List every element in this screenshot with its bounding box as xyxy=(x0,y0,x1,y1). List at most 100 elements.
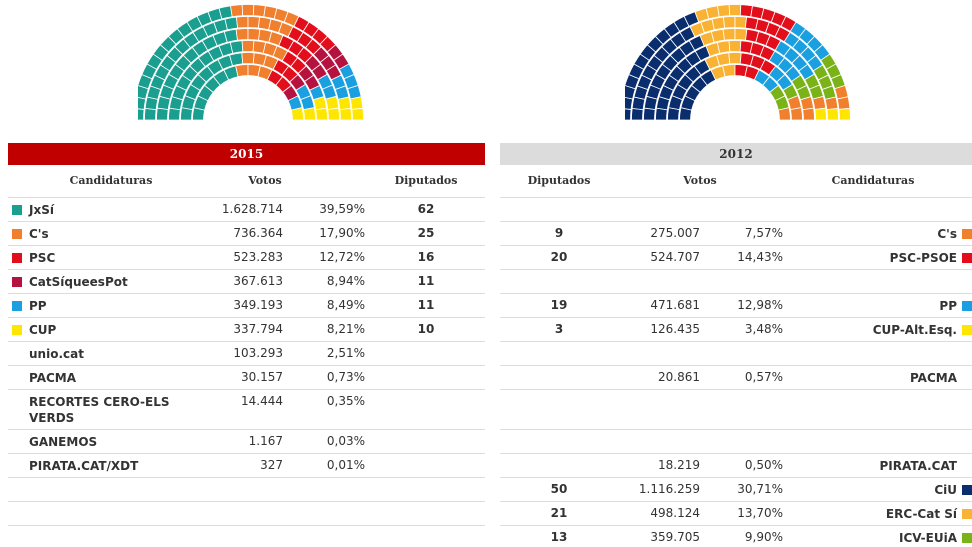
seats: 50 xyxy=(550,482,568,496)
seat xyxy=(631,107,644,121)
party-name: CiU xyxy=(934,483,957,497)
party-name: JxSí xyxy=(29,203,54,217)
table-row: 18.219 0,50% PIRATA.CAT xyxy=(500,454,972,478)
seat xyxy=(315,107,328,121)
table-row: 19 471.681 12,98% PP xyxy=(500,294,972,318)
table-row: PACMA 30.157 0,73% xyxy=(8,366,485,390)
seats: 10 xyxy=(417,322,435,336)
column-label: Diputados xyxy=(527,174,591,187)
votes: 523.283 xyxy=(233,250,283,264)
table-row: RECORTES CERO-ELS VERDS 14.444 0,35% xyxy=(8,390,485,430)
party-color xyxy=(962,325,972,335)
table-row xyxy=(500,270,972,294)
table-row: 21 498.124 13,70% ERC-Cat Sí xyxy=(500,502,972,526)
party-name: C's xyxy=(29,227,49,241)
table-row: 20 524.707 14,43% PSC-PSOE xyxy=(500,246,972,270)
percent: 8,49% xyxy=(326,298,365,312)
percent: 13,70% xyxy=(737,506,783,520)
votes: 367.613 xyxy=(233,274,283,288)
seat xyxy=(790,107,803,121)
votes: 524.707 xyxy=(650,250,700,264)
party-name: ERC-Cat Sí xyxy=(885,507,957,521)
table-row: 20.861 0,57% PACMA xyxy=(500,366,972,390)
seat xyxy=(230,4,244,18)
percent: 8,94% xyxy=(326,274,365,288)
seats: 3 xyxy=(554,322,564,336)
percent: 9,90% xyxy=(744,530,783,544)
seats: 11 xyxy=(417,274,435,288)
seat xyxy=(705,5,720,20)
table-row xyxy=(500,390,972,430)
seat xyxy=(351,107,364,121)
seat xyxy=(138,108,145,121)
party-name: unio.cat xyxy=(29,347,84,361)
seat xyxy=(625,96,634,110)
seat xyxy=(223,28,238,43)
column-header: Candidaturas Votos Diputados xyxy=(8,165,485,198)
percent: 0,73% xyxy=(326,370,365,384)
seat xyxy=(734,28,748,41)
percent: 7,57% xyxy=(744,226,783,240)
percent: 0,01% xyxy=(326,458,365,472)
party-name: ICV-EUiA xyxy=(898,531,957,545)
votes: 30.157 xyxy=(241,370,283,384)
seat xyxy=(722,16,736,29)
seat xyxy=(241,52,255,65)
votes: 471.681 xyxy=(650,298,700,312)
percent: 12,98% xyxy=(737,298,783,312)
percent: 0,57% xyxy=(744,370,783,384)
seat xyxy=(325,95,340,110)
seat xyxy=(138,85,149,100)
percent: 12,72% xyxy=(319,250,365,264)
seat xyxy=(625,108,632,121)
votes: 1.167 xyxy=(248,434,283,448)
seats: 11 xyxy=(417,298,435,312)
seat xyxy=(710,28,725,43)
seat xyxy=(739,4,753,18)
seat xyxy=(716,40,731,54)
column-label: Votos xyxy=(248,174,282,187)
seats: 21 xyxy=(550,506,568,520)
seat xyxy=(625,85,636,100)
seat xyxy=(814,107,827,121)
party-name: PSC-PSOE xyxy=(889,251,957,265)
column-header: Diputados Votos Candidaturas xyxy=(500,165,972,198)
column-label: Votos xyxy=(683,174,717,187)
seats: 9 xyxy=(554,226,564,240)
table-row: C's 736.364 17,90% 25 xyxy=(8,222,485,246)
year-header: 2012 xyxy=(500,143,972,165)
table-row xyxy=(500,430,972,454)
seat xyxy=(734,16,748,29)
seats: 25 xyxy=(417,226,435,240)
seat xyxy=(711,16,726,31)
table-row: 50 1.116.259 30,71% CiU xyxy=(500,478,972,502)
votes: 18.219 xyxy=(658,458,700,472)
year-header: 2015 xyxy=(8,143,485,165)
column-label: Candidaturas xyxy=(831,174,915,187)
seat xyxy=(826,107,839,121)
votes: 1.628.714 xyxy=(221,202,283,216)
table-row: CUP 337.794 8,21% 10 xyxy=(8,318,485,342)
table-row: 13 359.705 9,90% ICV-EUiA xyxy=(500,526,972,547)
seat xyxy=(824,96,839,111)
party-name: PSC xyxy=(29,251,56,265)
seat xyxy=(836,96,851,110)
seats: 20 xyxy=(550,250,568,264)
party-color xyxy=(962,509,972,519)
votes: 349.193 xyxy=(233,298,283,312)
seat xyxy=(235,28,249,41)
seat xyxy=(728,4,742,17)
votes: 103.293 xyxy=(233,346,283,360)
table-row: PSC 523.283 12,72% 16 xyxy=(8,246,485,270)
table-row: PIRATA.CAT/XDT 327 0,01% xyxy=(8,454,485,478)
percent: 3,48% xyxy=(744,322,783,336)
column-label: Candidaturas xyxy=(69,174,153,187)
party-color xyxy=(962,485,972,495)
seat xyxy=(349,96,364,110)
seat xyxy=(777,107,791,121)
percent: 30,71% xyxy=(737,482,783,496)
column-label: Diputados xyxy=(394,174,458,187)
table-row xyxy=(8,526,485,547)
table-row xyxy=(500,198,972,222)
